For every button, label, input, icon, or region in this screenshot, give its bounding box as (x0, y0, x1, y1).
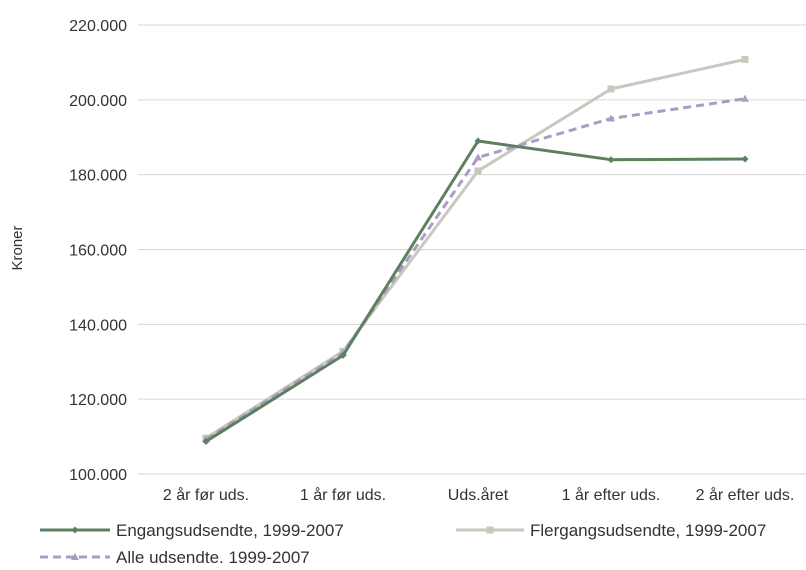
x-tick-label: 2 år efter uds. (696, 486, 795, 504)
legend-label: Alle udsendte. 1999-2007 (116, 548, 310, 567)
x-tick-label: 1 år før uds. (300, 486, 386, 504)
data-point (339, 351, 347, 359)
y-tick-labels: 100.000 120.000 140.000 160.000 180.000 200.0… (69, 18, 127, 484)
data-point (202, 437, 210, 445)
data-point (71, 553, 79, 560)
x-tick-labels: 2 år før uds. 1 år før uds. Uds.året 1 år e… (163, 486, 794, 504)
data-point (741, 55, 749, 63)
gridlines (138, 24, 806, 475)
legend-label: Flergangsudsendte, 1999-2007 (530, 521, 766, 540)
y-tick-label: 120.000 (69, 392, 127, 409)
legend-item: Engangsudsendte, 1999-2007 (40, 521, 344, 540)
series-line (205, 97, 746, 441)
legend-item: Flergangsudsendte, 1999-2007 (456, 521, 766, 540)
data-point (741, 155, 749, 163)
series-line (205, 139, 746, 443)
x-tick-label: Uds.året (448, 486, 509, 504)
x-tick-label: 2 år før uds. (163, 486, 249, 504)
y-tick-label: 180.000 (69, 168, 127, 185)
series-lines (202, 55, 749, 445)
data-point (741, 94, 749, 102)
y-tick-label: 100.000 (69, 467, 127, 484)
y-tick-label: 140.000 (69, 317, 127, 334)
series-1 (202, 137, 749, 445)
y-tick-label: 220.000 (69, 18, 127, 35)
legend: Engangsudsendte, 1999-2007 Flergangsudsen… (40, 521, 766, 567)
data-point (607, 156, 615, 164)
y-axis-title: Kroner (9, 225, 26, 270)
y-tick-label: 200.000 (69, 93, 127, 110)
data-point (486, 526, 494, 534)
data-point (607, 114, 615, 122)
series-2 (202, 55, 749, 442)
data-point (71, 526, 79, 534)
data-point (474, 137, 482, 145)
data-point (474, 167, 482, 175)
legend-item: Alle udsendte. 1999-2007 (40, 548, 310, 567)
x-tick-label: 1 år efter uds. (562, 486, 661, 504)
series-line (205, 57, 746, 440)
data-point (474, 153, 482, 161)
y-tick-label: 160.000 (69, 243, 127, 260)
legend-label: Engangsudsendte, 1999-2007 (116, 521, 344, 540)
data-point (607, 85, 615, 93)
